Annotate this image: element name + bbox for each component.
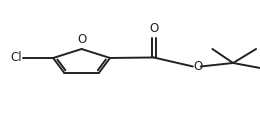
Text: O: O [149,22,158,36]
Text: Cl: Cl [11,51,22,65]
Text: O: O [77,33,86,46]
Text: O: O [194,60,203,73]
